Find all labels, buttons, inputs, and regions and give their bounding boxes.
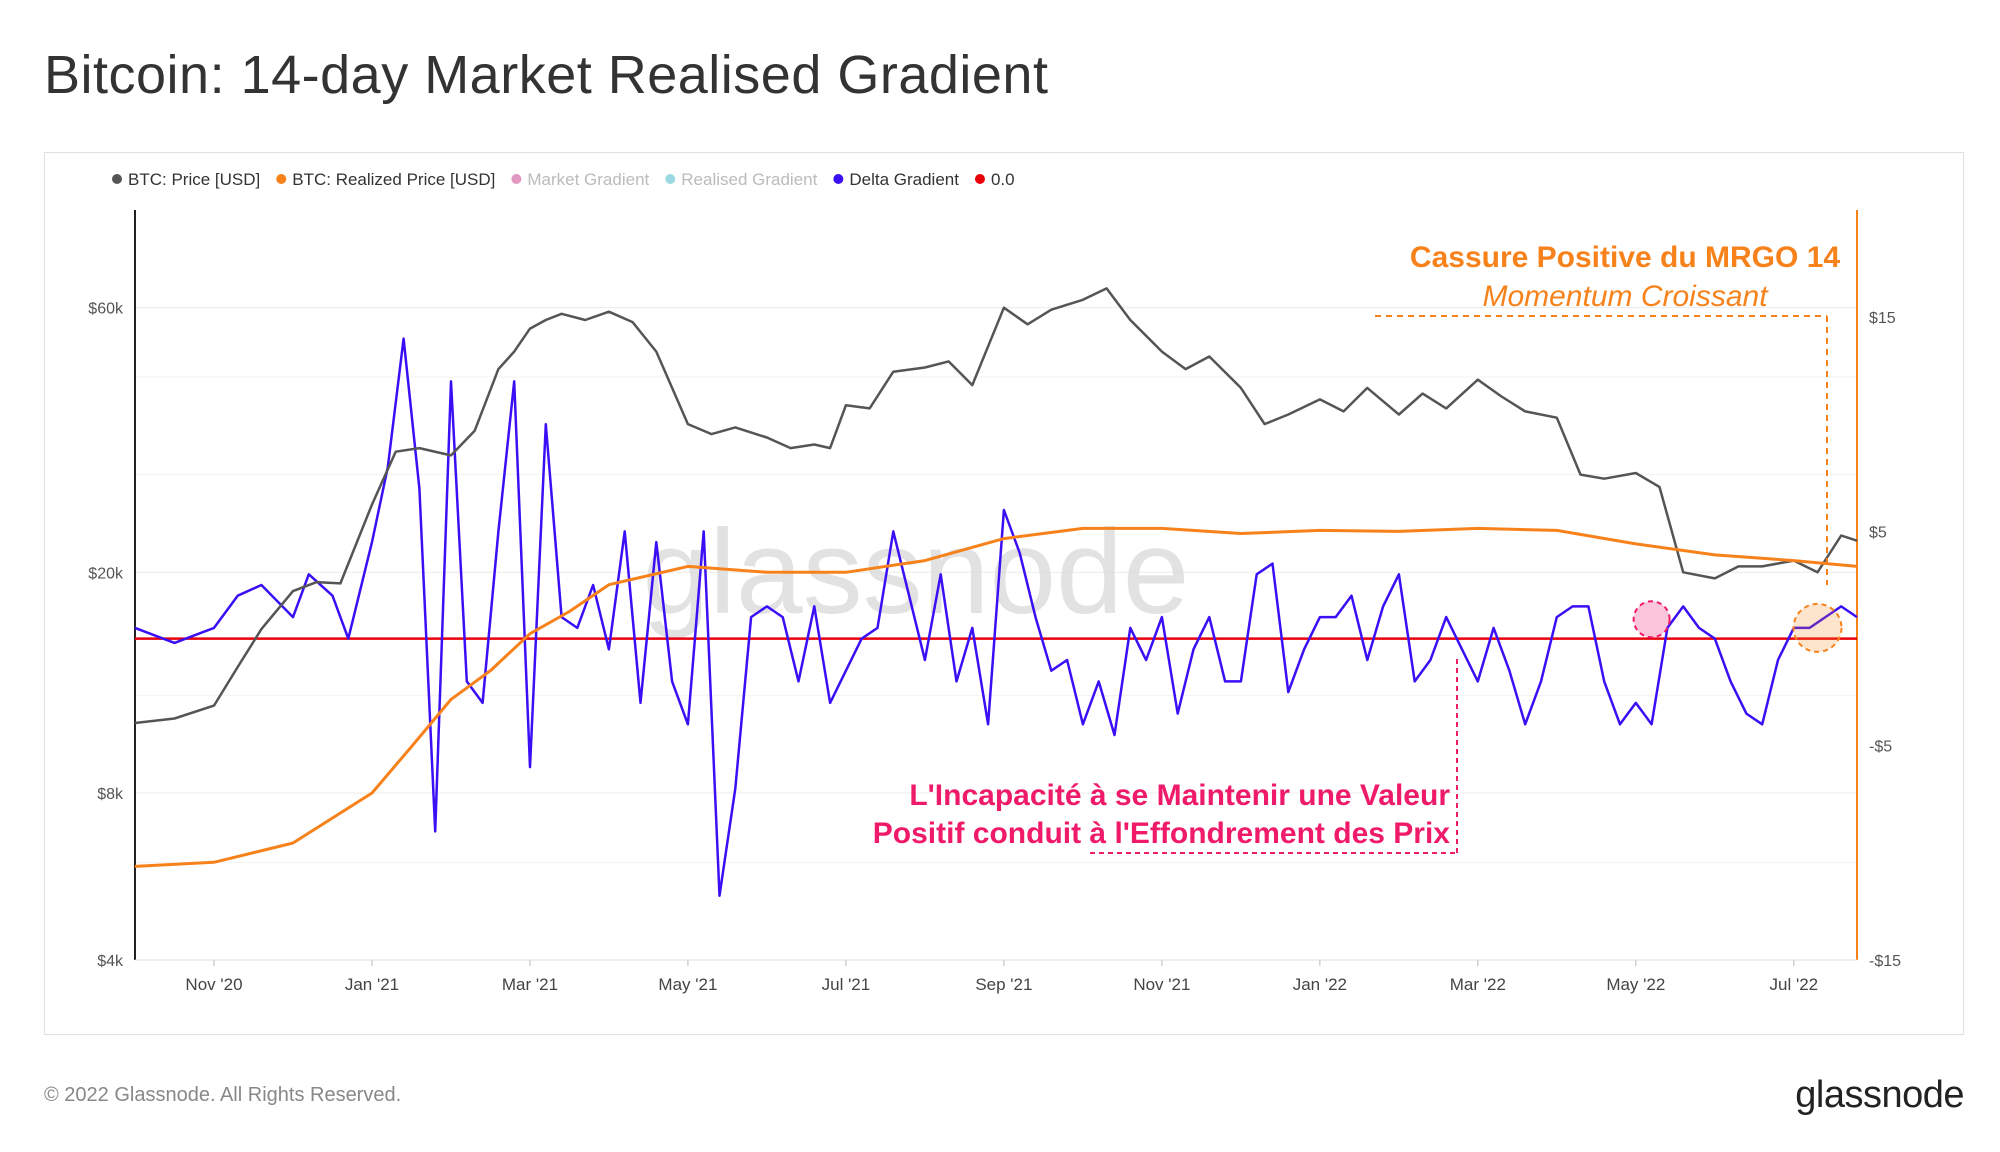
legend-item-label: Realised Gradient [681, 170, 817, 189]
x-tick-label: Nov '21 [1133, 975, 1190, 994]
y-left-tick-label: $8k [97, 786, 124, 803]
page-title: Bitcoin: 14-day Market Realised Gradient [44, 45, 1049, 105]
chart-container: $4k $8k $20k $60k $15 $5 -$5 -$15 Nov '20 Jan '21… [44, 152, 1964, 1035]
annotation-highlight-circle-pink [1632, 600, 1671, 639]
x-tick-label: Mar '22 [1450, 975, 1506, 994]
x-tick-label: Jan '21 [345, 975, 399, 994]
x-tick-label: Jan '22 [1293, 975, 1347, 994]
x-tick-label: Jul '22 [1770, 975, 1819, 994]
x-tick-label: May '21 [658, 975, 717, 994]
series-delta-gradient[interactable] [134, 337, 1858, 897]
y-right-tick-label: $15 [1869, 310, 1896, 327]
legend-marker[interactable] [511, 174, 522, 184]
legend-item-label: BTC: Realized Price [USD] [292, 170, 495, 189]
y-left-tick-label: $4k [97, 953, 124, 970]
legend-item-label: 0.0 [991, 170, 1015, 189]
legend-item-label: Market Gradient [527, 170, 649, 189]
brand-logo[interactable]: glassnode [1795, 1074, 1964, 1116]
x-tick-label: May '22 [1606, 975, 1665, 994]
x-tick-label: Mar '21 [502, 975, 558, 994]
legend-item-label: BTC: Price [USD] [128, 170, 260, 189]
annotation-top-subtitle: Momentum Croissant [1482, 280, 1769, 313]
legend-marker[interactable] [974, 174, 985, 184]
y-right-tick-label: $5 [1869, 524, 1887, 541]
legend-marker[interactable] [276, 174, 287, 184]
annotation-bottom-line2: Positif conduit à l'Effondrement des Pri… [873, 817, 1451, 850]
legend-marker[interactable] [833, 174, 844, 184]
copyright-text: © 2022 Glassnode. All Rights Reserved. [44, 1084, 402, 1106]
annotation-bottom-line1: L'Incapacité à se Maintenir une Valeur [909, 779, 1450, 812]
series-btc-price[interactable] [134, 287, 1858, 725]
x-tick-label: Nov '20 [185, 975, 242, 994]
x-tick-label: Sep '21 [975, 975, 1032, 994]
y-right-tick-label: -$15 [1869, 953, 1901, 970]
y-left-tick-label: $20k [88, 565, 124, 582]
annotation-highlight-circle-orange [1792, 602, 1843, 653]
chart-svg[interactable]: $4k $8k $20k $60k $15 $5 -$5 -$15 Nov '20 Jan '21… [45, 153, 1965, 1036]
series-realized-price[interactable] [134, 526, 1858, 868]
legend-marker[interactable] [665, 174, 676, 184]
legend-item-label: Delta Gradient [849, 170, 959, 189]
y-right-tick-label: -$5 [1869, 739, 1892, 756]
y-left-tick-label: $60k [88, 301, 124, 318]
annotation-top-title: Cassure Positive du MRGO 14 [1410, 241, 1840, 274]
x-tick-label: Jul '21 [822, 975, 871, 994]
legend-marker[interactable] [112, 174, 122, 184]
